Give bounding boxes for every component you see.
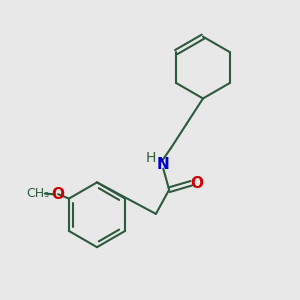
- Text: H: H: [146, 151, 156, 165]
- Text: CH₃: CH₃: [26, 187, 49, 200]
- Text: O: O: [52, 187, 64, 202]
- Text: O: O: [190, 176, 204, 191]
- Text: N: N: [157, 157, 169, 172]
